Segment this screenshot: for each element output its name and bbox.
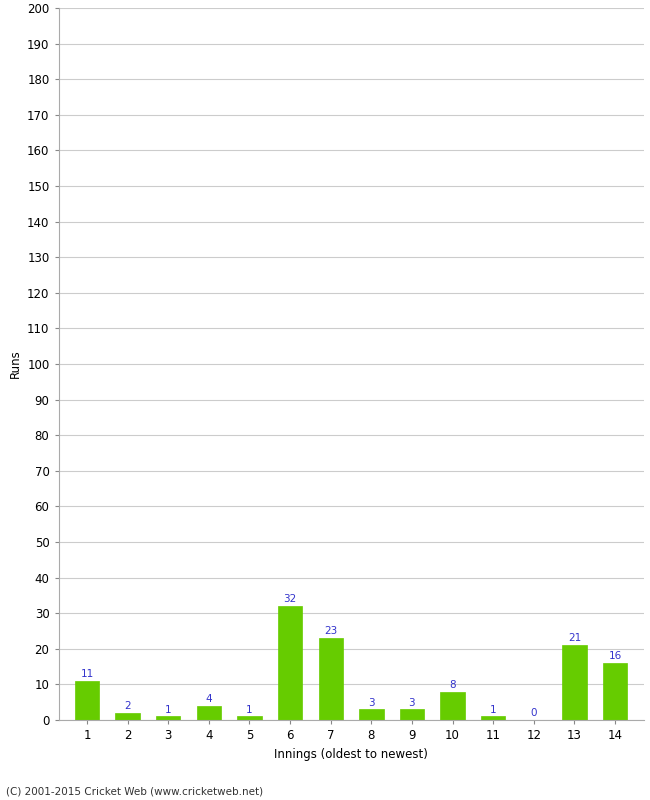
Text: 2: 2 — [124, 701, 131, 711]
Bar — [237, 717, 261, 720]
Bar — [156, 717, 181, 720]
Bar — [75, 681, 99, 720]
Text: 0: 0 — [530, 708, 537, 718]
Y-axis label: Runs: Runs — [8, 350, 21, 378]
Bar — [196, 706, 221, 720]
Text: 1: 1 — [246, 705, 253, 714]
Text: 16: 16 — [608, 651, 621, 662]
Bar — [116, 713, 140, 720]
Text: 21: 21 — [568, 634, 581, 643]
Bar — [400, 710, 424, 720]
Bar — [603, 663, 627, 720]
Text: 1: 1 — [490, 705, 497, 714]
Text: 3: 3 — [409, 698, 415, 707]
Bar — [562, 646, 586, 720]
Text: 11: 11 — [81, 669, 94, 679]
Text: 4: 4 — [205, 694, 212, 704]
Text: 23: 23 — [324, 626, 337, 636]
Text: 3: 3 — [368, 698, 374, 707]
Bar — [278, 606, 302, 720]
Bar — [318, 638, 343, 720]
X-axis label: Innings (oldest to newest): Innings (oldest to newest) — [274, 747, 428, 761]
Text: 1: 1 — [165, 705, 172, 714]
Bar — [440, 691, 465, 720]
Bar — [481, 717, 505, 720]
Text: (C) 2001-2015 Cricket Web (www.cricketweb.net): (C) 2001-2015 Cricket Web (www.cricketwe… — [6, 786, 264, 796]
Bar — [359, 710, 383, 720]
Text: 8: 8 — [449, 680, 456, 690]
Text: 32: 32 — [283, 594, 296, 604]
